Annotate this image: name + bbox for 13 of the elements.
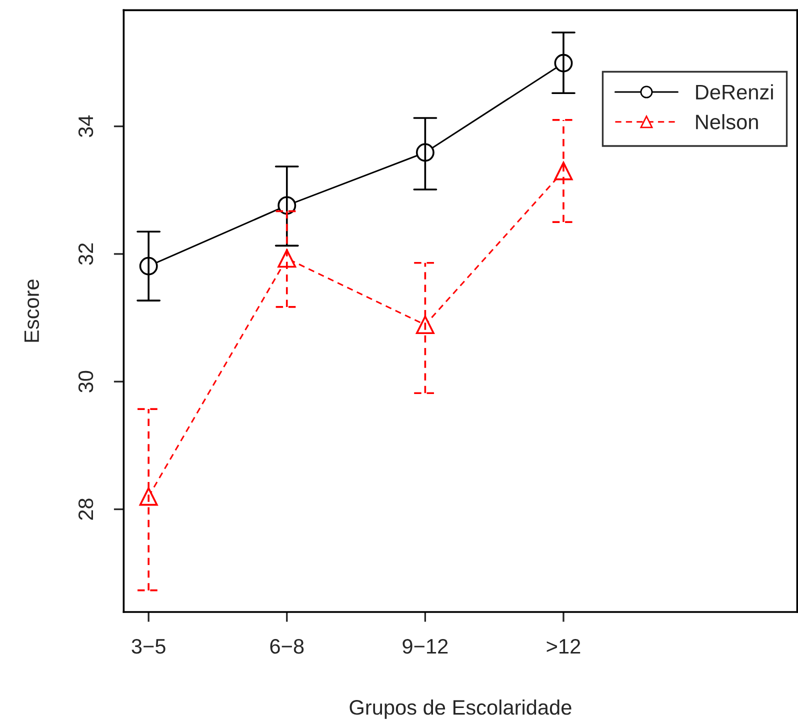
point	[416, 316, 434, 334]
x-tick-label: >12	[546, 638, 580, 654]
x-axis-title: Grupos de Escolaridade	[350, 699, 572, 719]
x-tick-label: 3−5	[132, 638, 166, 654]
legend-label: Nelson	[696, 114, 758, 130]
y-tick-label: 30	[78, 370, 94, 392]
x-tick-label: 9−12	[402, 638, 448, 654]
y-axis-title: Escore	[24, 280, 40, 342]
y-tick-label: 32	[78, 243, 94, 265]
y-tick-label: 28	[78, 498, 94, 520]
x-tick-label: 6−8	[270, 638, 304, 654]
legend-label: DeRenzi	[696, 84, 773, 100]
y-tick-label: 34	[78, 115, 94, 138]
